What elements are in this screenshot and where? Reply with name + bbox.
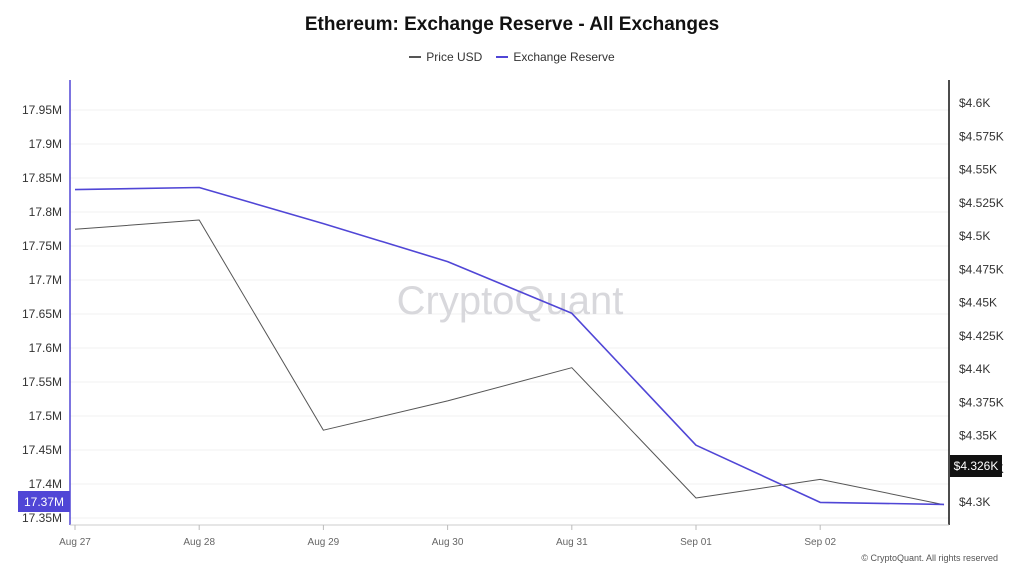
y-left-tick-label: 17.95M: [22, 103, 62, 117]
legend-label-reserve: Exchange Reserve: [513, 50, 615, 64]
y-right-tick-label: $4.475K: [959, 262, 1004, 276]
y-right-tick-label: $4.35K: [959, 429, 997, 443]
y-left-tick-label: 17.9M: [29, 137, 62, 151]
y-right-tick-label: $4.3K: [959, 495, 990, 509]
y-left-tick-label: 17.5M: [29, 409, 62, 423]
legend-item-price[interactable]: Price USD: [409, 50, 482, 64]
x-tick-label: Aug 30: [432, 537, 464, 548]
y-left-tick-label: 17.4M: [29, 477, 62, 491]
y-right-tick-label: $4.55K: [959, 163, 997, 177]
x-tick-label: Aug 31: [556, 537, 588, 548]
x-tick-label: Aug 29: [308, 537, 340, 548]
legend-label-price: Price USD: [426, 50, 483, 64]
y-left-tick-label: 17.8M: [29, 205, 62, 219]
copyright: © CryptoQuant. All rights reserved: [861, 553, 998, 563]
y-left-tick-label: 17.45M: [22, 443, 62, 457]
x-tick-label: Sep 02: [804, 537, 836, 548]
series-line-price-usd: [74, 219, 945, 506]
y-right-tick-label: $4.575K: [959, 129, 1004, 143]
y-right-tick-label: $4.6K: [959, 96, 990, 110]
left-current-badge: [18, 491, 70, 512]
y-right-tick-label: $4.5K: [959, 229, 990, 243]
watermark: CryptoQuant: [397, 279, 624, 323]
y-left-tick-label: 17.35M: [22, 511, 62, 525]
y-left-tick-label: 17.85M: [22, 171, 62, 185]
y-right-tick-label: $4.375K: [959, 395, 1004, 409]
series-line-exchange-reserve: [74, 186, 945, 506]
legend: Price USD Exchange Reserve: [0, 50, 1024, 64]
y-right-tick-label: $4.525K: [959, 196, 1004, 210]
right-current-label: $4.326K: [954, 459, 999, 473]
y-left-tick-label: 17.6M: [29, 341, 62, 355]
left-current-label: 17.37M: [24, 495, 64, 509]
y-right-tick-label: $4.425K: [959, 329, 1004, 343]
legend-swatch-reserve: [496, 56, 509, 58]
legend-item-reserve[interactable]: Exchange Reserve: [496, 50, 615, 64]
chart-title: Ethereum: Exchange Reserve - All Exchang…: [304, 14, 720, 35]
y-left-tick-label: 17.7M: [29, 273, 62, 287]
y-left-tick-label: 17.65M: [22, 307, 62, 321]
y-right-tick-label: $4.45K: [959, 296, 997, 310]
y-left-tick-label: 17.55M: [22, 375, 62, 389]
y-right-tick-label: $4.4K: [959, 362, 990, 376]
x-tick-label: Aug 27: [59, 537, 91, 548]
x-tick-label: Sep 01: [680, 537, 712, 548]
y-left-tick-label: 17.75M: [22, 239, 62, 253]
legend-swatch-price: [409, 56, 422, 58]
right-current-badge: [950, 455, 1002, 477]
x-tick-label: Aug 28: [183, 537, 215, 548]
